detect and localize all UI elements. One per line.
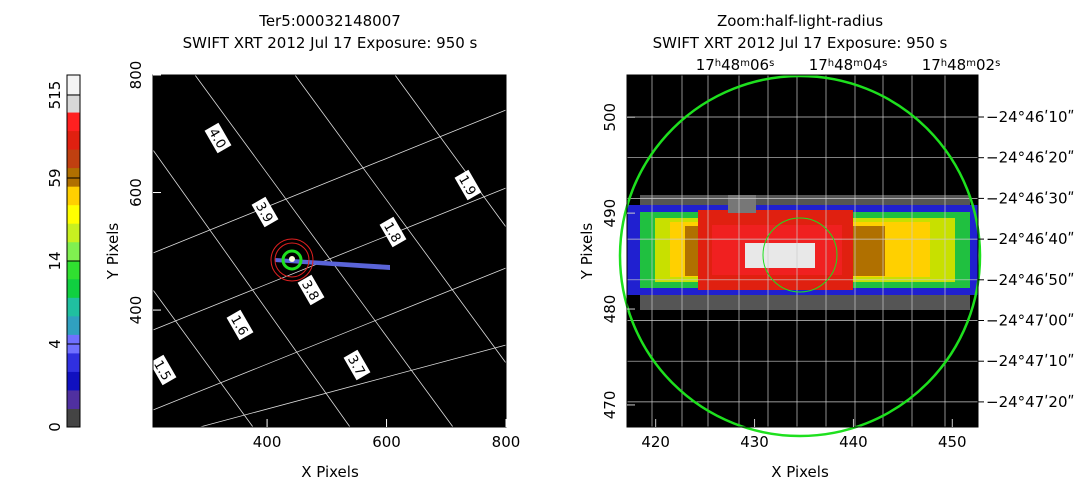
ra-label-part: s [769, 58, 774, 69]
dec-label: −24°46ʹ20ʺ [986, 149, 1074, 167]
dec-label: −24°47ʹ20ʺ [986, 393, 1074, 411]
ra-label-part: 17 [922, 56, 941, 74]
y-tick-label: 480 [601, 295, 619, 324]
x-tick-label: 450 [938, 433, 967, 451]
colorbar-segment [67, 223, 80, 243]
chart-title: Ter5:00032148007 [258, 12, 401, 30]
region [281, 249, 303, 271]
colorbar-tick-label: 14 [46, 251, 64, 270]
source-streak [275, 258, 390, 270]
colorbar-segment [67, 389, 80, 409]
colorbar-tick-label: 0 [46, 422, 64, 432]
colorbar-tick-label: 515 [46, 81, 64, 110]
grid-label-box [297, 274, 325, 306]
sky-grid [627, 75, 978, 427]
x-tick-label: 400 [253, 433, 282, 451]
image-left [153, 75, 506, 427]
grid-label-box [379, 216, 407, 248]
ra-label-part: h [941, 58, 947, 69]
colorbar-segment [67, 149, 80, 169]
x-tick-label: 600 [372, 433, 401, 451]
ra-label: 17h48m02s [922, 56, 1001, 74]
colorbar-segment [67, 130, 80, 150]
grid-label-box [226, 309, 254, 341]
dec-label: −24°46ʹ10ʺ [986, 108, 1074, 126]
y-tick-label: 470 [601, 391, 619, 420]
colorbar-segment [67, 278, 80, 298]
colorbar-tick-label: 59 [46, 168, 64, 187]
dec-label: −24°46ʹ30ʺ [986, 189, 1074, 207]
ra-label-part: 17 [696, 56, 715, 74]
ra-label-part: m [853, 58, 863, 69]
region [618, 74, 982, 438]
ra-label-part: s [882, 58, 887, 69]
x-tick-label: 440 [839, 433, 868, 451]
y-tick-label: 490 [601, 199, 619, 228]
grid-label-box [149, 354, 177, 386]
chart-title: Zoom:half-light-radius [717, 12, 883, 30]
colorbar: 0 4 14 59 515 [46, 74, 81, 432]
sky-grid [152, 74, 507, 428]
region [762, 217, 838, 293]
heatmap [627, 195, 978, 310]
colorbar-segment [67, 241, 80, 261]
chart-title: SWIFT XRT 2012 Jul 17 Exposure: 950 s [183, 34, 478, 52]
x-axis-label: X Pixels [301, 463, 359, 481]
colorbar-segment [67, 408, 80, 428]
grid-label-box [454, 169, 482, 201]
y-axis-label: Y Pixels [578, 223, 596, 281]
region [274, 242, 310, 278]
x-tick-label: 800 [492, 433, 521, 451]
ra-label-part: 02 [976, 56, 995, 74]
ra-label-part: 06 [750, 56, 769, 74]
y-tick-label: 500 [601, 103, 619, 132]
grid-label-box [204, 122, 232, 154]
colorbar-segment [67, 112, 80, 132]
ra-label-part: h [715, 58, 721, 69]
ra-label-part: 17 [809, 56, 828, 74]
colorbar-segment [67, 297, 80, 317]
colorbar-segment [67, 315, 80, 335]
frame [626, 74, 979, 428]
colorbar-tick-label: 4 [46, 339, 64, 349]
colorbar-segment [67, 260, 80, 280]
dec-label: −24°46ʹ50ʺ [986, 271, 1074, 289]
ra-label-part: h [828, 58, 834, 69]
ra-label: 17h48m06s [696, 56, 775, 74]
y-tick-label: 400 [127, 296, 145, 325]
colorbar-segment [67, 371, 80, 391]
colorbar-segment [67, 186, 80, 206]
ra-label-part: 48 [834, 56, 853, 74]
chart-title: SWIFT XRT 2012 Jul 17 Exposure: 950 s [653, 34, 948, 52]
ra-label-part: 48 [721, 56, 740, 74]
dec-label: −24°46ʹ40ʺ [986, 230, 1074, 248]
x-tick-label: 430 [740, 433, 769, 451]
y-tick-label: 600 [127, 178, 145, 207]
ra-label: 17h48m04s [809, 56, 888, 74]
y-axis-label: Y Pixels [104, 223, 122, 281]
grid-label-box [251, 196, 279, 228]
colorbar-segment [67, 93, 80, 113]
dec-label: −24°47ʹ00ʺ [986, 312, 1074, 330]
colorbar-segment [67, 204, 80, 224]
ra-label-part: s [995, 58, 1000, 69]
ra-label-part: 48 [947, 56, 966, 74]
frame [152, 74, 507, 428]
ra-label-part: m [740, 58, 750, 69]
ra-label-part: 04 [863, 56, 882, 74]
ra-label-part: m [966, 58, 976, 69]
grid-label-box [343, 349, 371, 381]
grid-labels: 4.03.91.91.83.81.61.5 3.7 [149, 122, 482, 386]
y-tick-label: 800 [127, 61, 145, 90]
x-axis-label: X Pixels [771, 463, 829, 481]
region [270, 238, 314, 282]
source-core [289, 256, 295, 262]
colorbar-segment [67, 75, 80, 95]
dec-label: −24°47ʹ10ʺ [986, 352, 1074, 370]
colorbar-segment [67, 352, 80, 372]
colorbar-segment [67, 167, 80, 187]
x-tick-label: 420 [641, 433, 670, 451]
